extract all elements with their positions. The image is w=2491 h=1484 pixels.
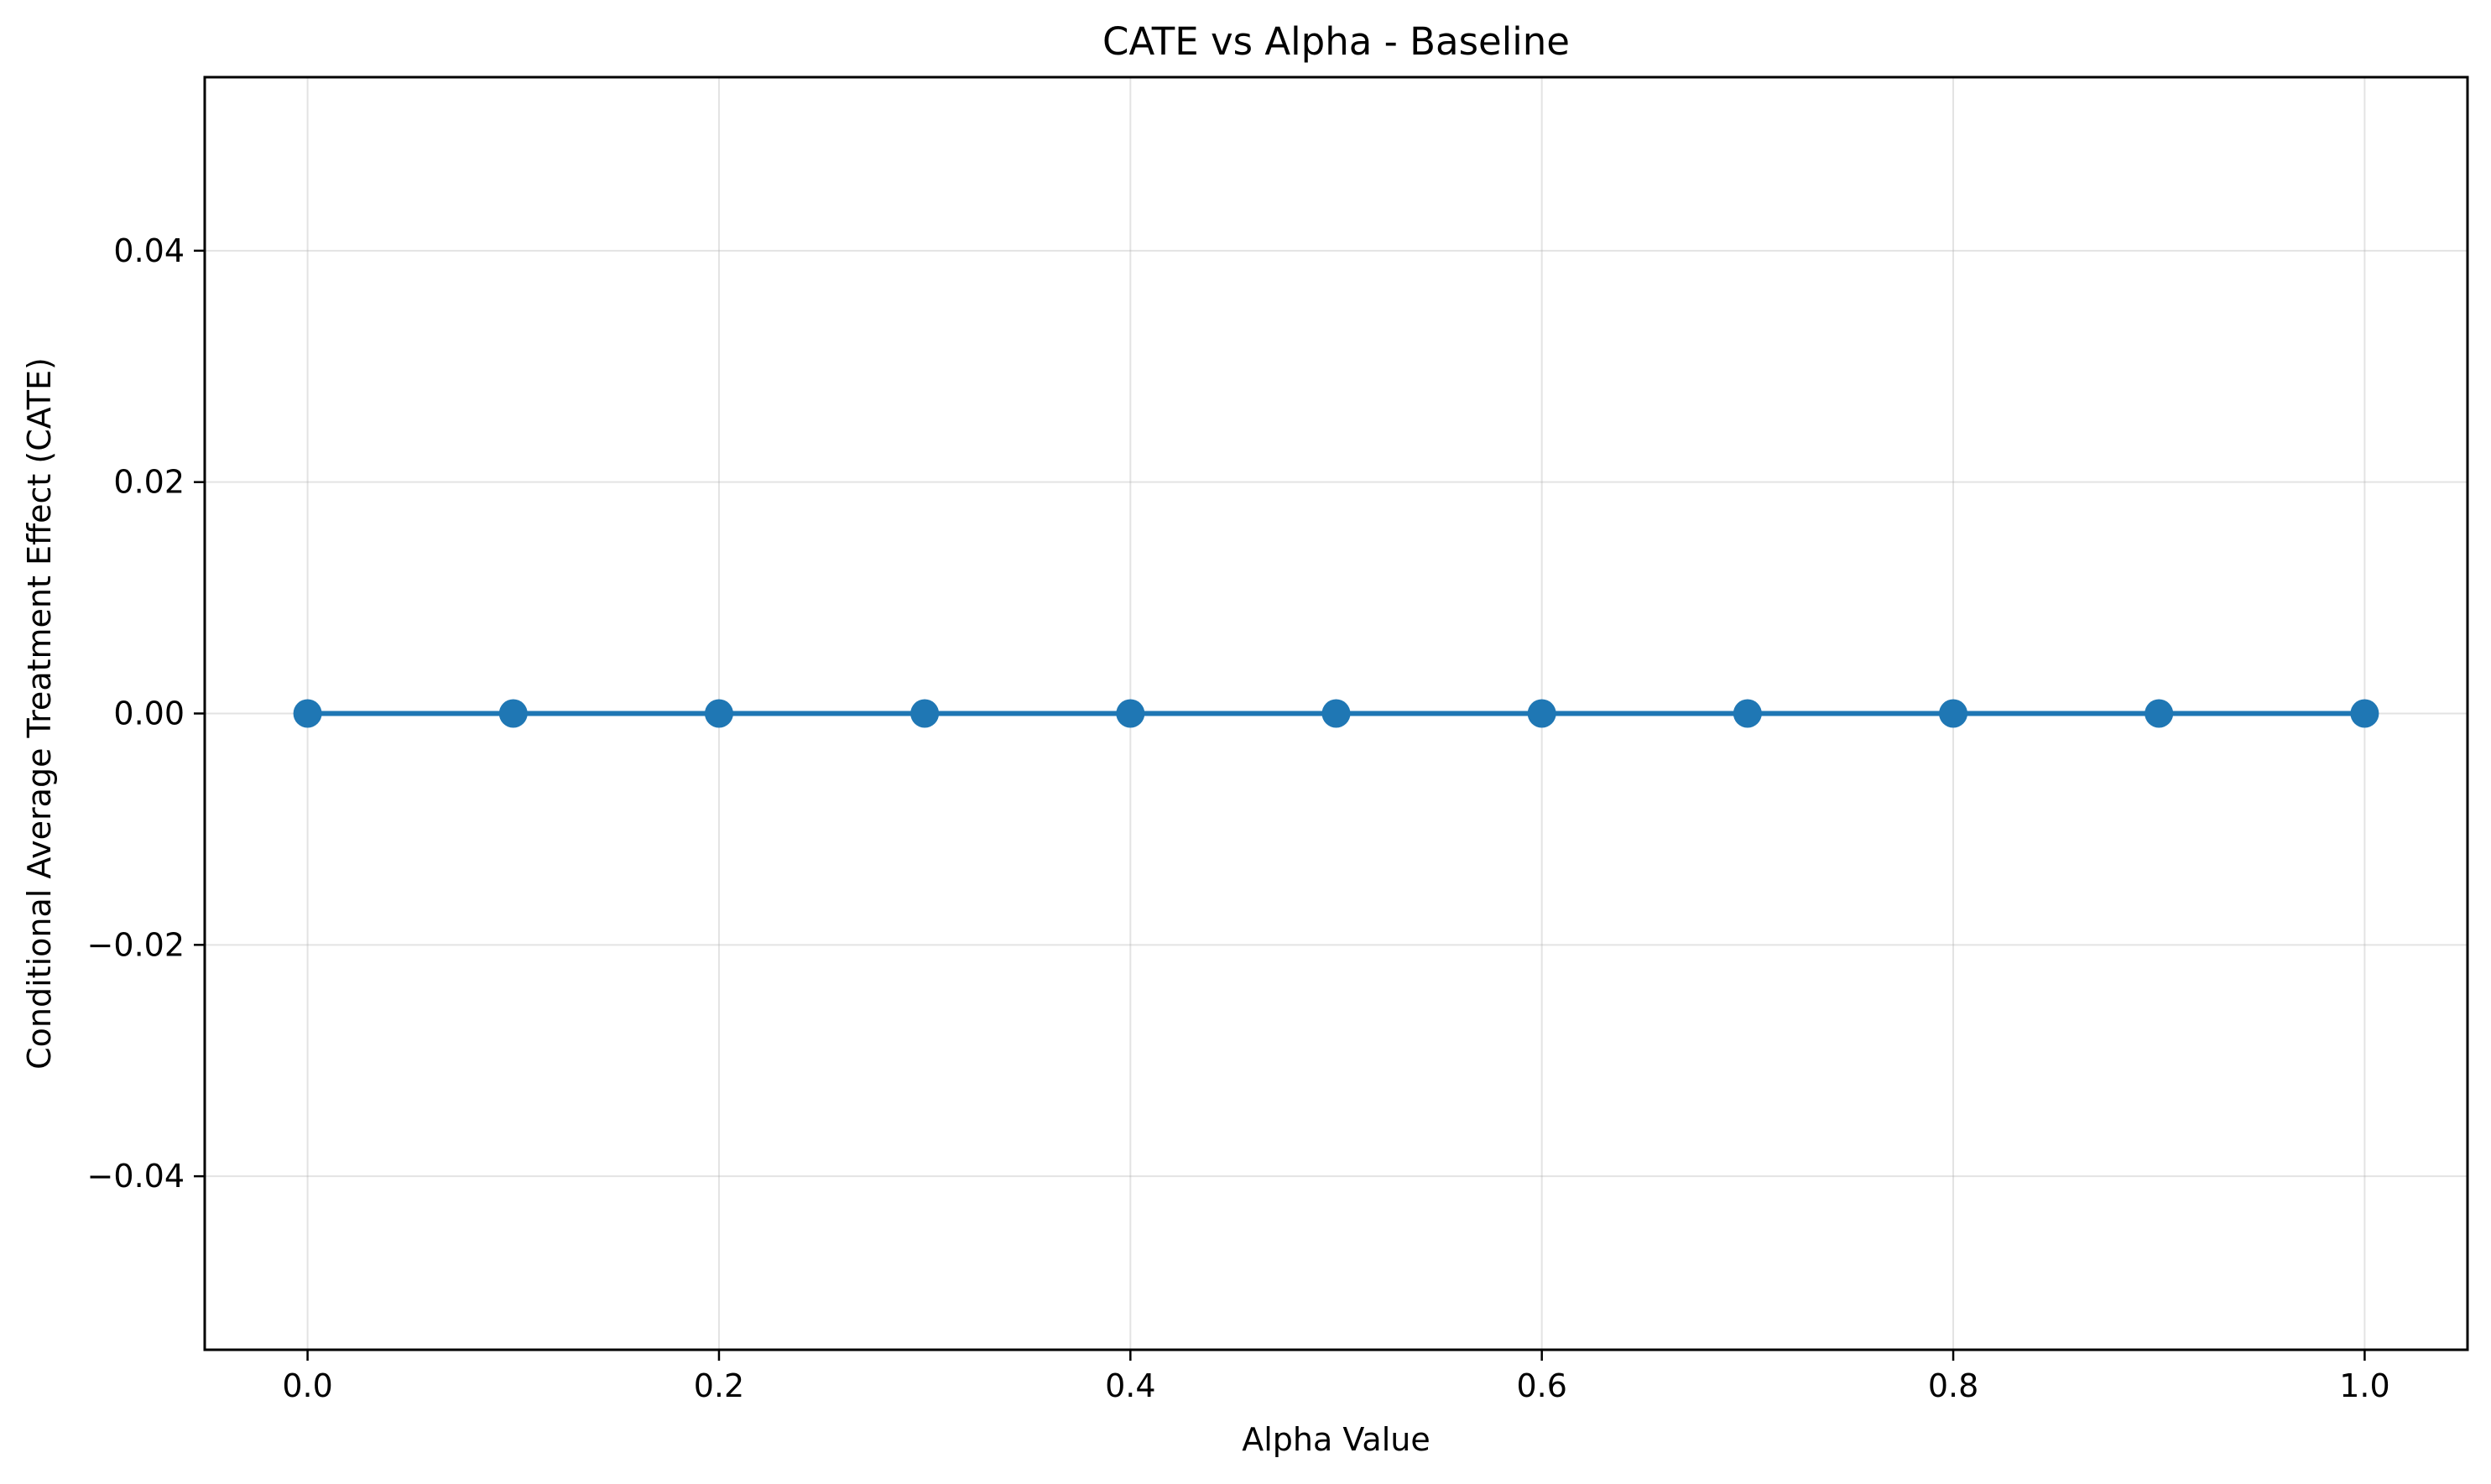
data-point bbox=[293, 699, 322, 728]
y-tick-label: −0.04 bbox=[87, 1158, 185, 1195]
data-point bbox=[910, 699, 940, 728]
x-tick-label: 1.0 bbox=[2339, 1367, 2389, 1404]
data-point bbox=[2144, 699, 2174, 728]
x-tick-label: 0.0 bbox=[282, 1367, 332, 1404]
chart-title: CATE vs Alpha - Baseline bbox=[1102, 19, 1570, 64]
data-point bbox=[704, 699, 733, 728]
y-tick-label: −0.02 bbox=[87, 926, 185, 963]
data-point bbox=[1321, 699, 1351, 728]
y-tick-label: 0.02 bbox=[113, 464, 185, 501]
y-tick-label: 0.04 bbox=[113, 232, 185, 269]
data-point bbox=[2350, 699, 2379, 728]
x-tick-label: 0.6 bbox=[1516, 1367, 1566, 1404]
x-tick-label: 0.4 bbox=[1105, 1367, 1155, 1404]
data-point bbox=[1116, 699, 1145, 728]
x-tick-label: 0.8 bbox=[1928, 1367, 1978, 1404]
y-axis-ticks: −0.04 −0.02 0.00 0.02 0.04 bbox=[87, 232, 205, 1195]
data-point bbox=[1733, 699, 1762, 728]
data-point bbox=[498, 699, 528, 728]
x-axis-ticks: 0.0 0.2 0.4 0.6 0.8 1.0 bbox=[282, 1350, 2390, 1404]
data-point bbox=[1939, 699, 1968, 728]
y-tick-label: 0.00 bbox=[113, 695, 185, 732]
y-axis-label: Conditional Average Treatment Effect (CA… bbox=[21, 357, 58, 1070]
x-tick-label: 0.2 bbox=[694, 1367, 744, 1404]
data-point bbox=[1527, 699, 1556, 728]
series-layer bbox=[293, 699, 2379, 728]
x-axis-label: Alpha Value bbox=[1242, 1421, 1430, 1458]
